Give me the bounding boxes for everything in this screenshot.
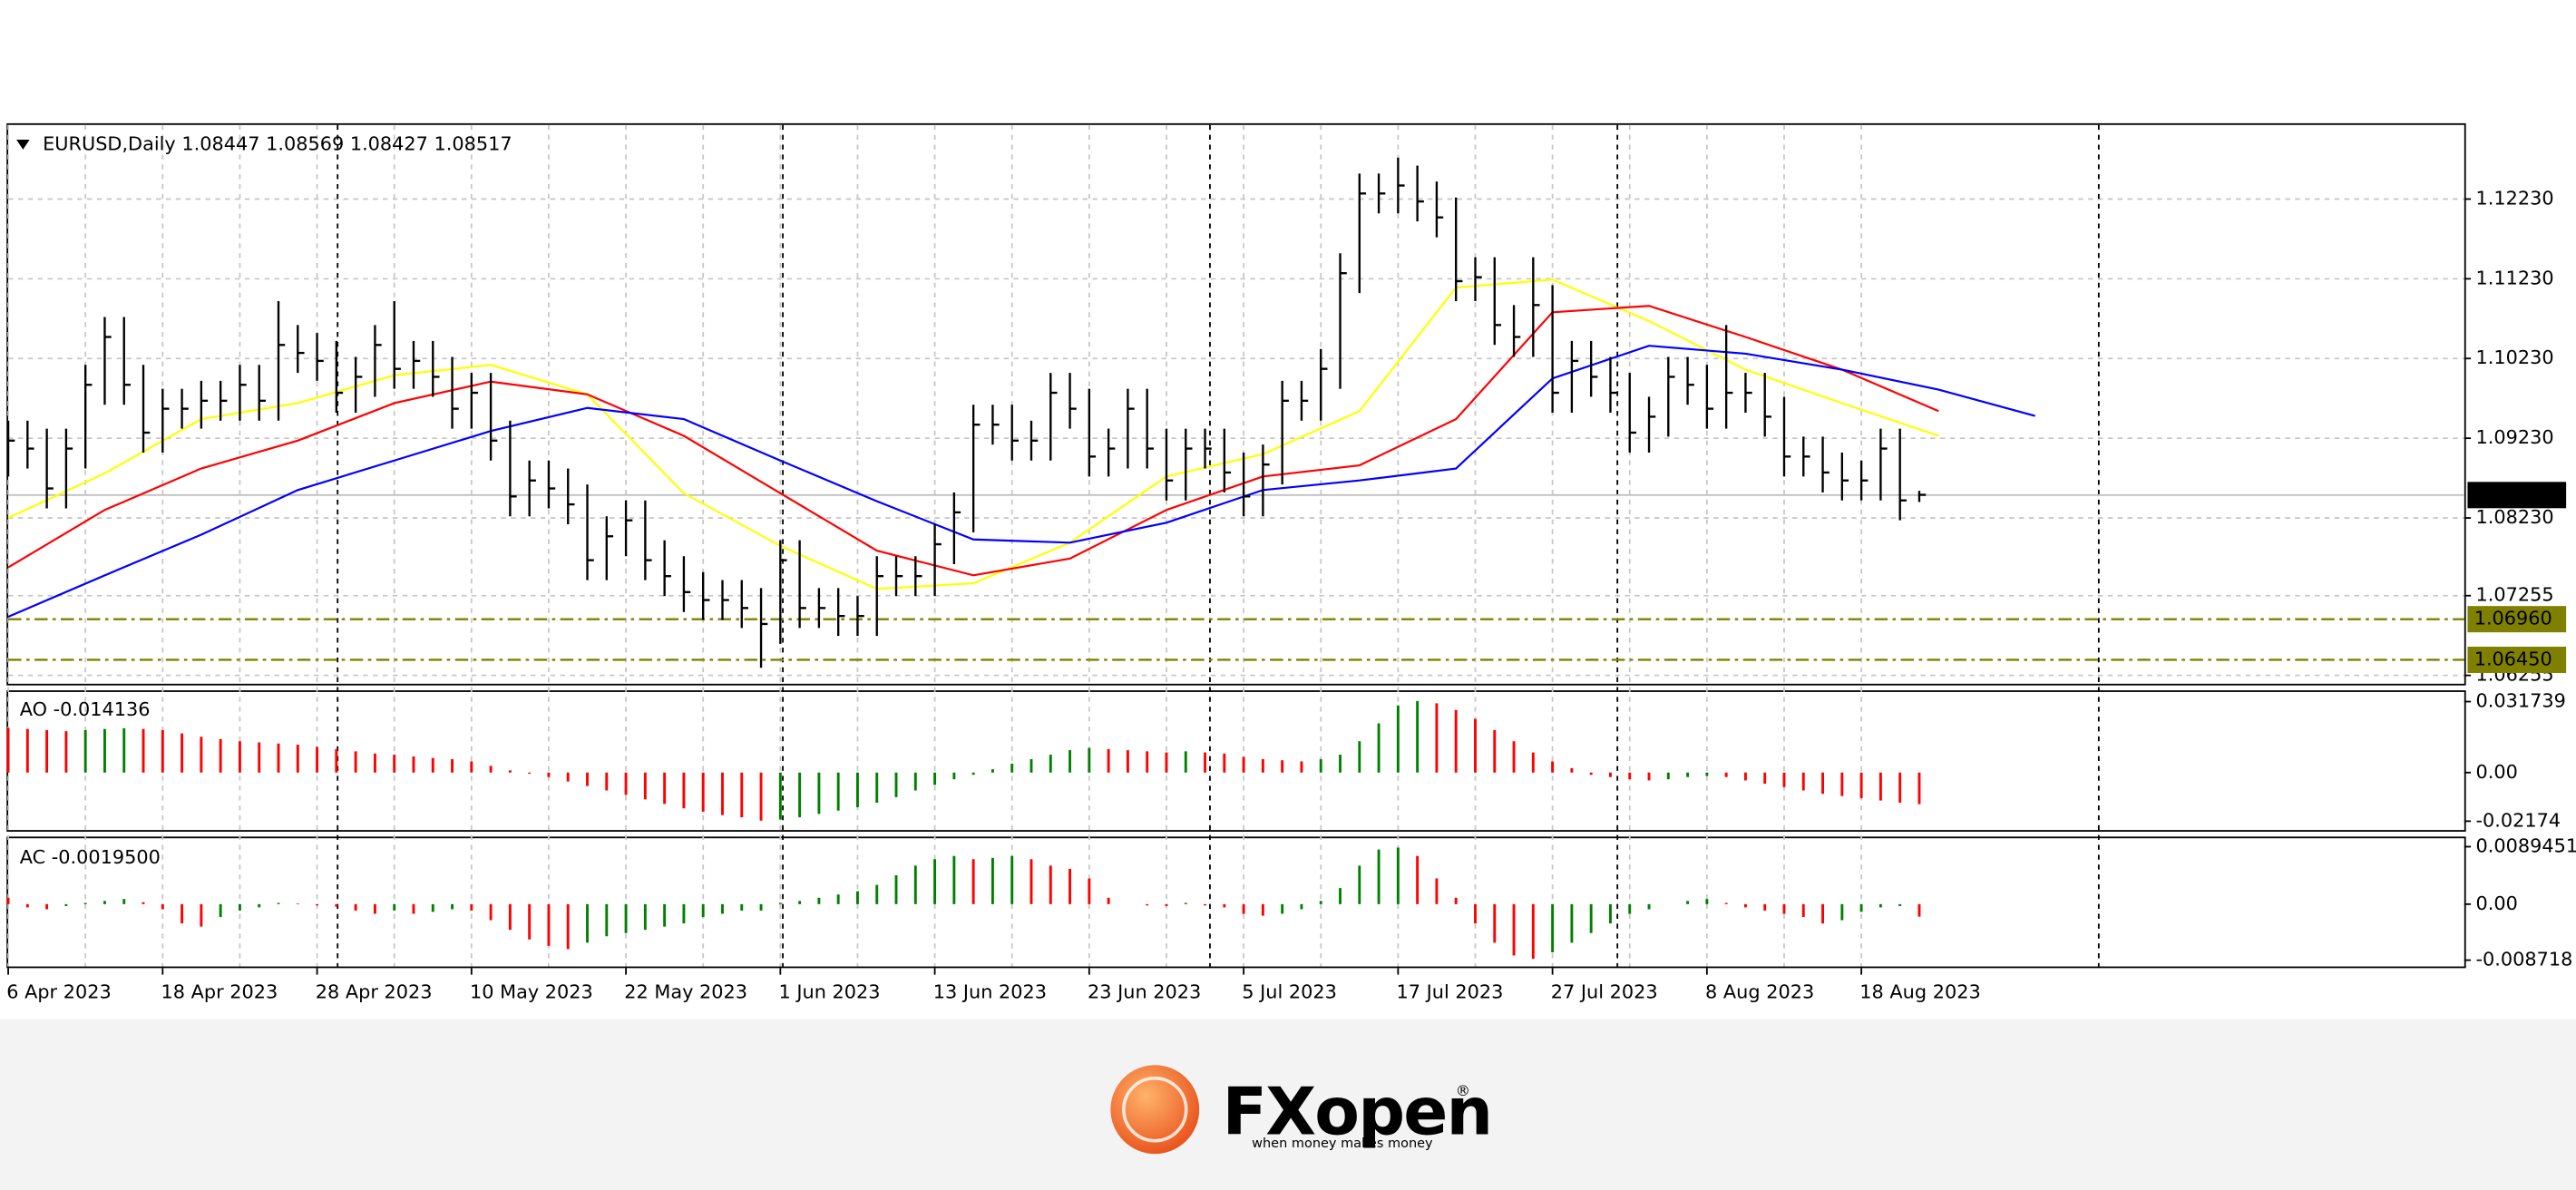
price-pane (6, 122, 2466, 686)
x-tick-label: 1 Jun 2023 (779, 981, 881, 1003)
y-tick-label: 0.00 (2476, 761, 2518, 783)
x-tick-label: 18 Aug 2023 (1859, 981, 1980, 1003)
y-tick-label: 1.10230 (2476, 346, 2554, 368)
x-tick-label: 5 Jul 2023 (1242, 981, 1337, 1003)
ao-title: AO -0.014136 (20, 698, 151, 720)
x-tick-label: 22 May 2023 (624, 981, 747, 1003)
plot: 1.12230 1.11230 1.10230 1.09230 1.08230 1.072… (6, 157, 2576, 1003)
x-tick-label: 17 Jul 2023 (1397, 981, 1504, 1003)
y-tick-label: 0.0089451 (2476, 834, 2576, 856)
period-separators (337, 124, 2100, 967)
y-tick-label: -0.008718 (2476, 949, 2573, 971)
y-tick-label: 0.031739 (2476, 690, 2566, 712)
ac-pane (6, 836, 2466, 969)
moving-average (7, 345, 2035, 619)
x-tick-label: 28 Apr 2023 (316, 981, 433, 1003)
y-tick-label: 1.12230 (2476, 187, 2554, 209)
moving-average (7, 305, 1939, 577)
last-price-label: 1.08517 (2474, 483, 2552, 505)
last-price-tag (2467, 482, 2567, 509)
x-tick-label: 27 Jul 2023 (1551, 981, 1658, 1003)
symbol-info: EURUSD,Daily 1.08447 1.08569 1.08427 1.0… (43, 132, 512, 154)
x-tick-label: 10 May 2023 (470, 981, 593, 1003)
logo-registered: ® (1456, 1082, 1470, 1099)
menu-arrow (16, 140, 30, 150)
level-tag (2467, 606, 2567, 633)
x-tick-label: 23 Jun 2023 (1088, 981, 1201, 1003)
ao-pane (6, 690, 2466, 832)
level-label: 1.06450 (2474, 648, 2552, 669)
y-tick-label: 1.11230 (2476, 267, 2554, 288)
logo-ring (1122, 1076, 1188, 1143)
x-tick-label: 6 Apr 2023 (6, 981, 112, 1003)
grid (7, 124, 2464, 967)
y-tick-label: 1.07255 (2476, 584, 2554, 606)
level-label: 1.06960 (2474, 608, 2552, 629)
x-tick-label: 13 Jun 2023 (933, 981, 1047, 1003)
ac-title: AC -0.0019500 (20, 846, 161, 868)
x-tick-label: 8 Aug 2023 (1705, 981, 1814, 1003)
y-tick-label: 0.00 (2476, 892, 2518, 914)
x-tick-label: 18 Apr 2023 (161, 981, 278, 1003)
y-tick-label: 1.08230 (2476, 506, 2554, 528)
level-tag (2467, 646, 2567, 673)
y-tick-label: 1.09230 (2476, 426, 2554, 448)
logo-tagline: when money makes money (1252, 1136, 1433, 1151)
y-tick-label: -0.02174 (2476, 809, 2561, 831)
logo-brand: FXopen (1223, 1074, 1492, 1150)
